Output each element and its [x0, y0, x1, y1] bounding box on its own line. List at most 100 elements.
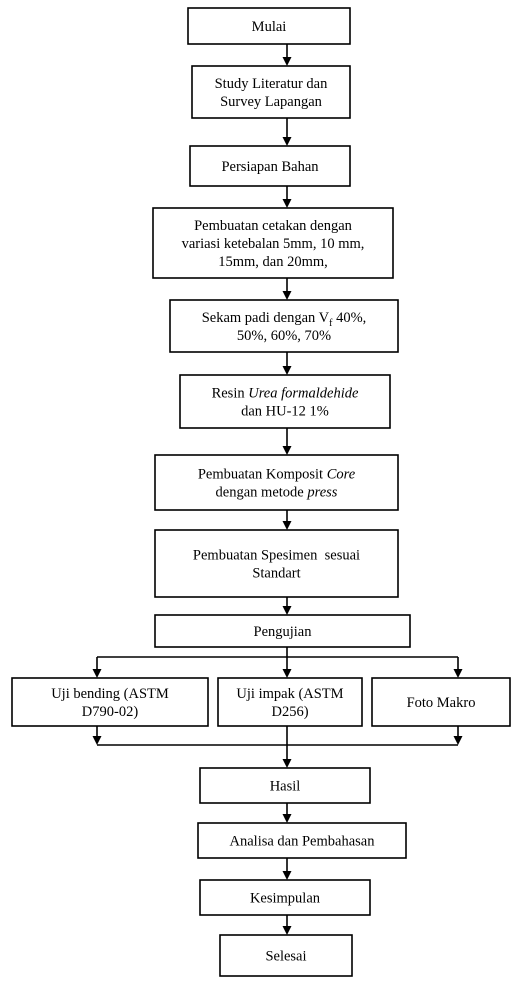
- label-part: D790-02): [82, 704, 139, 720]
- arrow-head: [282, 759, 292, 768]
- arrow-head: [282, 291, 292, 300]
- node-label: Sekam padi dengan Vf 40%,: [202, 310, 367, 329]
- node-box: [169, 299, 399, 353]
- arrow-head: [92, 669, 102, 678]
- arrow-head: [282, 366, 292, 375]
- flow-node: Pembuatan Komposit Core dengan metode pre…: [154, 454, 399, 511]
- flow-node: Resin Urea formaldehide dan HU-12 1%: [179, 374, 391, 429]
- label-part: Pembuatan cetakan dengan: [194, 218, 353, 234]
- label-part: Mulai: [252, 19, 287, 35]
- node-label: 15mm, dan 20mm,: [218, 254, 328, 270]
- node-label: D790-02): [82, 704, 139, 720]
- arrow-head: [282, 521, 292, 530]
- node-label: Pengujian: [254, 624, 313, 640]
- arrow-head: [282, 871, 292, 880]
- node-box: [179, 374, 391, 429]
- node-box: [199, 879, 371, 916]
- node-label: Pembuatan Komposit Core: [198, 467, 356, 483]
- flow-node: Pengujian: [154, 614, 411, 648]
- node-label: Foto Makro: [407, 695, 476, 711]
- node-label: Selesai: [265, 949, 306, 965]
- arrow-head: [282, 669, 292, 678]
- flow-node: Foto Makro: [371, 677, 511, 727]
- label-part: 15mm, dan 20mm,: [218, 254, 328, 270]
- label-part: press: [306, 485, 337, 501]
- label-part: Pengujian: [254, 624, 313, 640]
- node-label: Mulai: [252, 19, 287, 35]
- label-part: 50%, 60%, 70%: [237, 328, 331, 344]
- flow-node: Uji bending (ASTM D790-02): [11, 677, 209, 727]
- node-label: Survey Lapangan: [220, 94, 323, 110]
- flow-node: Kesimpulan: [199, 879, 371, 916]
- node-label: variasi ketebalan 5mm, 10 mm,: [182, 236, 365, 252]
- flow-node: Selesai: [219, 934, 353, 977]
- label-part: dan HU-12 1%: [241, 404, 329, 420]
- flow-node: Pembuatan cetakan dengan variasi ketebala…: [152, 207, 394, 279]
- arrow-head: [282, 57, 292, 66]
- label-part: Pembuatan Komposit: [198, 467, 327, 483]
- node-label: Kesimpulan: [250, 891, 321, 907]
- label-part: f: [329, 318, 333, 329]
- node-box: [187, 7, 351, 45]
- label-part: Urea formaldehide: [248, 386, 359, 402]
- arrow-head: [453, 669, 463, 678]
- label-part: Persiapan Bahan: [221, 159, 319, 175]
- label-part: Uji impak (ASTM: [236, 686, 343, 702]
- label-part: Study Literatur dan: [215, 76, 329, 92]
- node-box: [217, 677, 363, 727]
- label-part: Survey Lapangan: [220, 94, 323, 110]
- flow-node: Study Literatur dan Survey Lapangan: [191, 65, 351, 119]
- node-box: [371, 677, 511, 727]
- label-part: Pembuatan Spesimen sesuai: [193, 548, 360, 564]
- flow-node: Uji impak (ASTM D256): [217, 677, 363, 727]
- node-box: [199, 767, 371, 804]
- arrow-head: [282, 606, 292, 615]
- label-part: Hasil: [270, 779, 301, 795]
- flow-node: Sekam padi dengan Vf 40%,50%, 60%, 70%: [169, 299, 399, 353]
- flow-node: Analisa dan Pembahasan: [197, 822, 407, 859]
- node-box: [189, 145, 351, 187]
- flow-node: Pembuatan Spesimen sesuai Standart: [154, 529, 399, 598]
- arrow-head: [282, 199, 292, 208]
- node-box: [219, 934, 353, 977]
- node-box: [152, 207, 394, 279]
- arrow-head: [282, 446, 292, 455]
- label-part: dengan metode: [216, 485, 308, 501]
- node-label: Standart: [252, 566, 300, 582]
- label-part: Kesimpulan: [250, 891, 321, 907]
- node-label: D256): [271, 704, 308, 720]
- node-label: Hasil: [270, 779, 301, 795]
- node-box: [11, 677, 209, 727]
- flow-node: Mulai: [187, 7, 351, 45]
- arrow-head: [282, 137, 292, 146]
- arrow-head: [282, 926, 292, 935]
- flow-node: Hasil: [199, 767, 371, 804]
- node-label: Uji impak (ASTM: [236, 686, 343, 702]
- label-part: Core: [327, 467, 356, 483]
- node-box: [191, 65, 351, 119]
- node-label: Analisa dan Pembahasan: [230, 834, 376, 850]
- arrow-head: [453, 736, 463, 745]
- label-part: Analisa dan Pembahasan: [230, 834, 376, 850]
- node-label: 50%, 60%, 70%: [237, 328, 331, 344]
- label-part: Standart: [252, 566, 300, 582]
- node-label: Resin Urea formaldehide: [212, 386, 359, 402]
- label-part: Sekam padi dengan V: [202, 310, 330, 326]
- node-box: [154, 614, 411, 648]
- node-box: [197, 822, 407, 859]
- node-label: Study Literatur dan: [215, 76, 329, 92]
- label-part: variasi ketebalan 5mm, 10 mm,: [182, 236, 365, 252]
- node-label: Persiapan Bahan: [221, 159, 319, 175]
- label-part: Foto Makro: [407, 695, 476, 711]
- node-label: Uji bending (ASTM: [51, 686, 169, 702]
- arrow-head: [92, 736, 102, 745]
- node-label: Pembuatan cetakan dengan: [194, 218, 353, 234]
- arrow-head: [282, 814, 292, 823]
- node-box: [154, 454, 399, 511]
- node-label: Pembuatan Spesimen sesuai: [193, 548, 360, 564]
- node-label: dengan metode press: [216, 485, 338, 501]
- node-label: dan HU-12 1%: [241, 404, 329, 420]
- label-part: Resin: [212, 386, 249, 402]
